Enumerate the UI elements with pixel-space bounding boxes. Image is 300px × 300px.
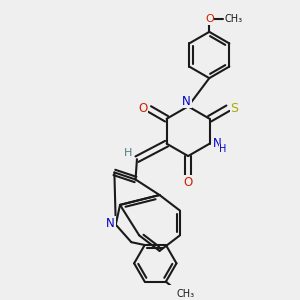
Text: N: N [106, 217, 115, 230]
Text: CH₃: CH₃ [177, 289, 195, 299]
Text: H: H [124, 148, 132, 158]
Text: H: H [220, 144, 227, 154]
Text: O: O [139, 102, 148, 116]
Text: CH₃: CH₃ [225, 14, 243, 24]
Text: S: S [230, 102, 238, 115]
Text: O: O [184, 176, 193, 188]
Text: O: O [205, 14, 214, 24]
Text: N: N [213, 137, 222, 150]
Text: N: N [182, 95, 191, 108]
